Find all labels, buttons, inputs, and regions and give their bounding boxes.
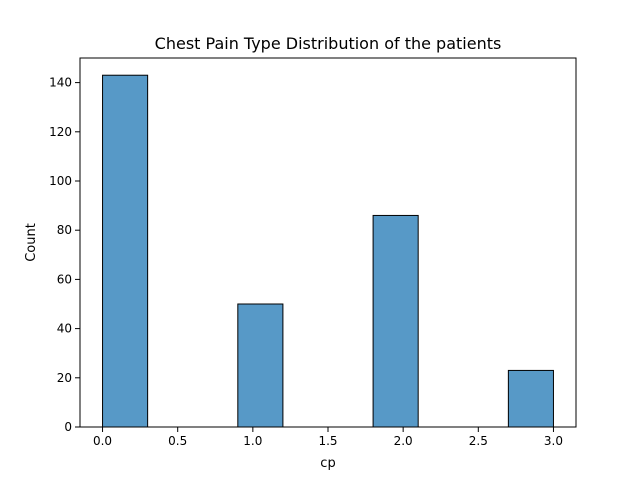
y-tick-label: 100: [49, 174, 72, 188]
bars-layer: [102, 74, 554, 428]
x-tick-label: 2.0: [394, 434, 413, 448]
y-tick-label: 140: [49, 76, 72, 90]
y-tick-label: 20: [57, 371, 72, 385]
chart-title: Chest Pain Type Distribution of the pati…: [155, 34, 502, 53]
y-tick-label: 120: [49, 125, 72, 139]
y-tick-label: 0: [64, 420, 72, 434]
x-tick-label: 1.5: [318, 434, 337, 448]
y-tick-label: 80: [57, 223, 72, 237]
x-axis-label: cp: [320, 456, 335, 471]
y-axis-ticks: 0 20 40 60 80 100 120 140: [49, 76, 80, 434]
y-tick-label: 60: [57, 272, 72, 286]
histogram-bar: [102, 74, 149, 428]
x-tick-label: 2.5: [469, 434, 488, 448]
plot-area: [80, 58, 576, 427]
x-tick-label: 1.0: [243, 434, 262, 448]
y-tick-label: 40: [57, 322, 72, 336]
x-axis-ticks: 0.0 0.5 1.0 1.5 2.0 2.5 3.0: [93, 427, 563, 448]
histogram-bar: [372, 214, 419, 428]
plot-frame: [79, 57, 577, 428]
histogram-bar: [237, 303, 284, 428]
x-tick-label: 0.5: [168, 434, 187, 448]
x-tick-label: 0.0: [93, 434, 112, 448]
histogram-bar: [507, 369, 554, 428]
x-tick-label: 3.0: [544, 434, 563, 448]
y-axis-label: Count: [24, 223, 39, 262]
